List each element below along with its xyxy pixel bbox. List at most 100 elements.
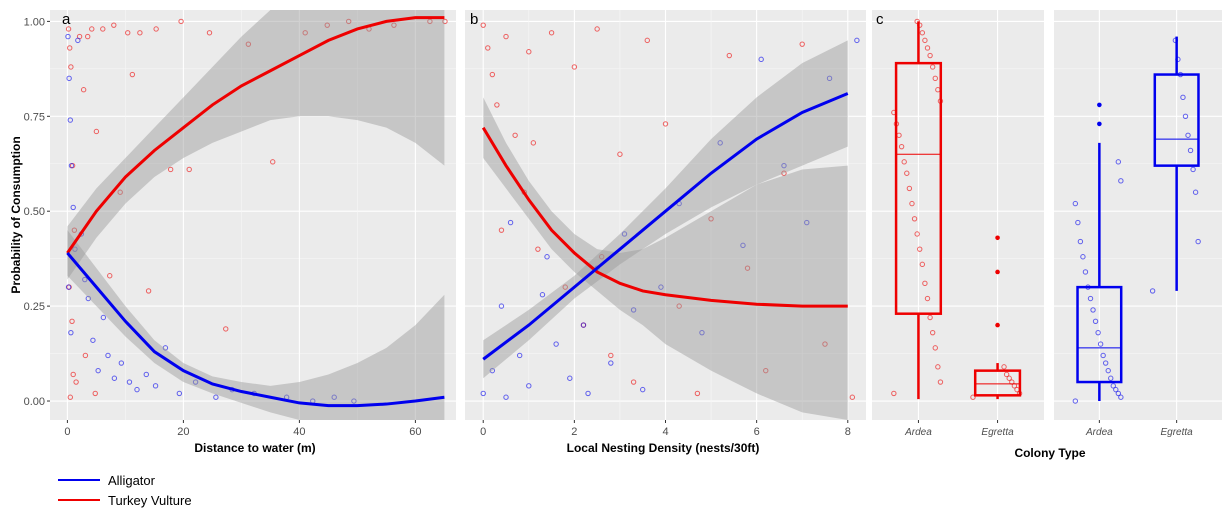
panel-c-alligator-jitter-point	[1192, 189, 1199, 195]
panel-a-point-alligator	[100, 314, 107, 321]
panel-b-point-alligator	[740, 242, 746, 249]
panel-a-point-vulture	[107, 273, 113, 279]
panel-b-point-vulture	[530, 140, 537, 146]
panel-a-point-vulture	[178, 18, 184, 25]
panel-a-point-vulture	[145, 288, 152, 294]
panel-a-point-alligator	[82, 276, 88, 283]
panel-a-point-vulture	[85, 33, 91, 40]
panel-a-point-alligator	[72, 246, 78, 252]
panel-tag-b: b	[470, 11, 478, 28]
panel-a-point-vulture	[80, 87, 87, 93]
panel-b-point-alligator	[526, 383, 532, 389]
panel-c-alligator-jitter-point	[1090, 307, 1096, 313]
panel-c-alligator-jitter-point	[1105, 367, 1111, 374]
panel-a-point-vulture	[100, 26, 106, 32]
panel-a-point-vulture	[223, 326, 229, 332]
panel-a-point-vulture	[427, 18, 433, 25]
panel-b-point-vulture	[822, 341, 828, 347]
panel-c-vulture-jitter-point	[891, 390, 897, 397]
panel-c-alligator-jitter-point	[1118, 394, 1124, 400]
panel-b-point-vulture	[512, 132, 518, 138]
y-tick-label: 0.75	[24, 111, 45, 123]
panel-a-point-alligator	[111, 375, 118, 381]
panel-a-point-alligator	[152, 383, 159, 389]
panel-a-point-vulture	[167, 166, 174, 173]
x-tick-label: 0	[480, 426, 486, 438]
panel-b-point-vulture	[571, 64, 578, 70]
panel-a-point-vulture	[324, 22, 330, 28]
panel-b-point-alligator	[507, 219, 514, 226]
panel-b-point-alligator	[758, 56, 764, 63]
panel-b-ci-band-vulture	[483, 97, 848, 420]
panel-c-vulture-jitter-point	[917, 246, 923, 252]
legend: Alligator Turkey Vulture	[58, 473, 192, 508]
panel-a-point-alligator	[213, 394, 219, 400]
panel-c-vulture-jitter-point	[927, 314, 933, 321]
x-tick-label: Ardea	[904, 427, 932, 438]
panel-a-point-alligator	[68, 329, 74, 336]
panel-b-point-alligator	[503, 394, 509, 400]
x-tick-label: Ardea	[1085, 427, 1113, 438]
panel-c-alligator-jitter-point	[1100, 352, 1106, 359]
panel-c-vulture-box	[894, 61, 943, 315]
panel-b-point-vulture	[676, 303, 682, 309]
panel-a-point-alligator	[85, 295, 91, 302]
panel-c-alligator-jitter-point	[1108, 375, 1114, 381]
y-tick-label: 0.00	[24, 396, 45, 408]
panel-b-point-vulture	[485, 45, 491, 51]
panel-c-vulture-box	[973, 369, 1022, 397]
panel-a-point-vulture	[89, 26, 95, 32]
panel-b: 0 2 4 6 8	[465, 10, 866, 438]
panel-c-vulture-jitter-point	[929, 329, 936, 336]
panel-b-point-vulture	[708, 216, 714, 222]
panel-c-vulture: Ardea Egretta	[872, 10, 1044, 438]
panel-b-point-vulture	[594, 26, 600, 32]
panel-a-plot-area	[65, 10, 448, 420]
panel-b-point-alligator	[621, 231, 628, 237]
panel-c-vulture-background	[872, 10, 1044, 420]
panel-c-vulture-jitter-point	[929, 64, 936, 70]
panel-a-point-vulture	[137, 30, 143, 36]
panel-a: 0.00 0.25 0.50 0.75 1.00 0 20 40 60	[24, 10, 456, 438]
panel-c-alligator-jitter-point	[1102, 360, 1109, 366]
panel-c-alligator-jitter-point	[1185, 132, 1191, 138]
panel-c-vulture-jitter-point	[904, 170, 910, 176]
panel-c-vulture-jitter-point	[932, 75, 938, 82]
panel-a-point-alligator	[351, 398, 357, 404]
x-tick-label: 4	[662, 426, 668, 438]
panel-c-vulture-jitter-point	[924, 45, 931, 51]
panel-a-point-alligator	[70, 204, 76, 211]
panel-a-point-vulture	[125, 30, 131, 36]
panel-c-alligator-jitter-point	[1072, 398, 1079, 404]
panel-b-point-vulture	[489, 71, 496, 78]
panel-a-point-alligator	[65, 33, 71, 40]
panel-c-vulture-jitter-point	[970, 394, 976, 400]
panel-c-vulture-jitter-point	[906, 185, 913, 192]
x-tick-label: 6	[754, 426, 760, 438]
panel-a-point-alligator	[143, 371, 149, 378]
x-tick-label: Egretta	[981, 427, 1014, 438]
panel-a-point-vulture	[71, 227, 78, 233]
panel-a-point-alligator	[134, 386, 140, 393]
panel-b-point-vulture	[480, 22, 486, 28]
panel-c-vulture-jitter-point	[935, 364, 941, 370]
panel-a-point-vulture	[206, 30, 213, 36]
panel-c-alligator-jitter-point	[1190, 166, 1196, 173]
panel-b-point-vulture	[535, 246, 541, 252]
panel-a-point-alligator	[90, 337, 96, 343]
panel-c-alligator-box	[1153, 73, 1200, 167]
panel-a-point-vulture	[67, 45, 73, 51]
panel-a-point-alligator	[65, 284, 72, 290]
x-tick-label: 20	[177, 426, 189, 438]
y-tick-label: 1.00	[24, 16, 45, 28]
panel-a-point-vulture	[70, 371, 76, 378]
panel-a-point-vulture	[391, 22, 397, 28]
x-axis-title-a: Distance to water (m)	[194, 441, 315, 455]
panel-b-point-vulture	[548, 30, 555, 36]
panel-c-vulture-jitter-point	[922, 280, 928, 287]
x-tick-label: 2	[571, 426, 577, 438]
panel-b-point-vulture	[694, 390, 701, 397]
panel-a-fit-line-alligator	[66, 251, 445, 408]
panel-a-point-alligator	[162, 345, 169, 351]
panel-b-point-alligator	[630, 307, 637, 313]
